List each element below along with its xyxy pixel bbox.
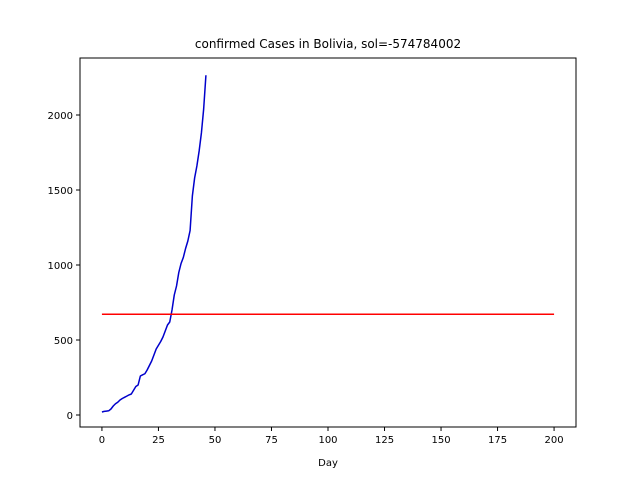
x-tick-label: 50 <box>209 435 222 446</box>
x-axis-label: Day <box>318 458 338 469</box>
x-tick-label: 125 <box>375 435 394 446</box>
y-tick-label: 1000 <box>48 261 73 272</box>
chart-title: confirmed Cases in Bolivia, sol=-5747840… <box>195 37 461 51</box>
y-tick-label: 1500 <box>48 186 73 197</box>
x-tick-label: 0 <box>99 435 105 446</box>
y-tick-label: 2000 <box>48 111 73 122</box>
x-tick-label: 200 <box>545 435 564 446</box>
y-tick-label: 500 <box>54 336 73 347</box>
x-axis-ticks: 0 25 50 75 100 125 150 175 200 <box>99 427 564 446</box>
x-tick-label: 100 <box>318 435 337 446</box>
series-line-1 <box>101 75 207 413</box>
x-tick-label: 175 <box>488 435 507 446</box>
series-layer <box>101 75 555 413</box>
y-tick-label: 0 <box>67 411 73 422</box>
y-axis-ticks: 0 500 1000 1500 2000 <box>48 111 80 422</box>
x-tick-label: 75 <box>265 435 278 446</box>
x-tick-label: 25 <box>152 435 165 446</box>
plot-area-frame <box>79 57 577 428</box>
x-tick-label: 150 <box>431 435 450 446</box>
